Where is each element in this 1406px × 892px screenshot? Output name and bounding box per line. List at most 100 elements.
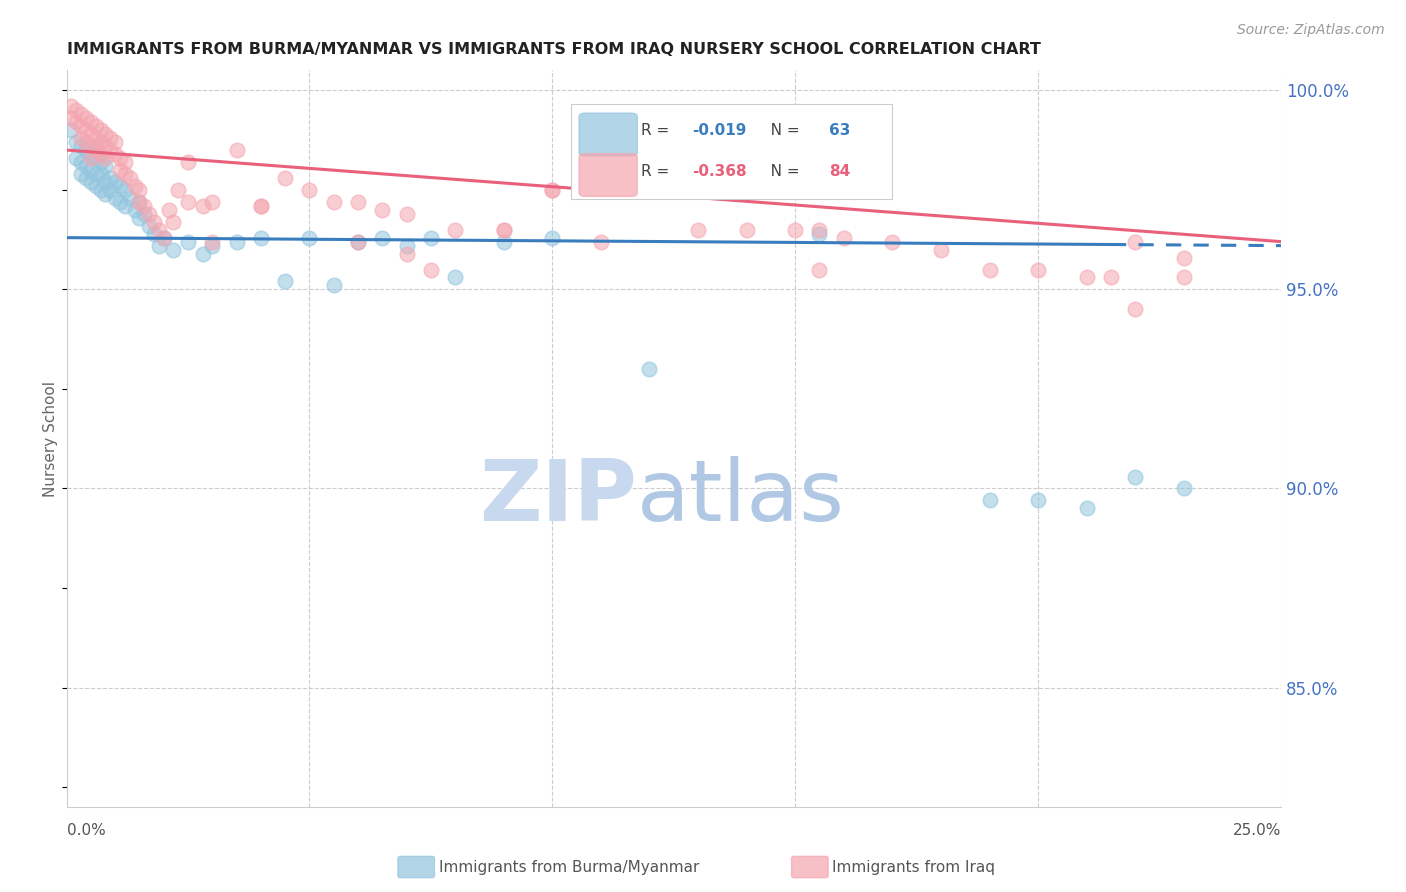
Point [94, 175, 117, 189]
Point [1123, 469, 1146, 483]
Point [735, 222, 758, 236]
Point [65, 103, 87, 118]
Point [70, 155, 93, 169]
Point [638, 362, 661, 376]
Point [114, 167, 136, 181]
FancyBboxPatch shape [579, 113, 637, 156]
Point [225, 143, 247, 157]
Point [1123, 302, 1146, 317]
Point [979, 493, 1001, 508]
Point [1173, 482, 1195, 496]
Point [298, 183, 321, 197]
Text: N =: N = [756, 164, 804, 178]
Point [84, 167, 107, 181]
Point [118, 191, 141, 205]
Point [177, 155, 200, 169]
Point [80, 175, 103, 189]
Point [371, 202, 394, 217]
Point [70, 119, 93, 133]
Point [75, 170, 97, 185]
Point [128, 211, 150, 225]
Point [686, 222, 709, 236]
Point [138, 207, 160, 221]
Point [492, 235, 515, 249]
Point [118, 170, 141, 185]
Point [492, 222, 515, 236]
Point [638, 183, 661, 197]
Point [347, 235, 370, 249]
Point [832, 230, 855, 244]
Text: 63: 63 [830, 123, 851, 138]
Point [98, 131, 121, 145]
Point [138, 219, 160, 233]
Point [90, 183, 112, 197]
Point [65, 135, 87, 149]
Point [124, 202, 146, 217]
Point [108, 194, 131, 209]
Point [94, 151, 117, 165]
Text: Source: ZipAtlas.com: Source: ZipAtlas.com [1237, 23, 1385, 37]
Point [201, 238, 224, 252]
Text: atlas: atlas [637, 456, 845, 539]
Point [60, 123, 83, 137]
Point [98, 183, 121, 197]
Text: -0.019: -0.019 [692, 123, 747, 138]
Point [90, 147, 112, 161]
Point [191, 199, 214, 213]
Point [124, 178, 146, 193]
Point [808, 222, 831, 236]
Text: ZIP: ZIP [479, 456, 637, 539]
Point [104, 135, 127, 149]
Point [70, 167, 93, 181]
Point [84, 151, 107, 165]
Point [143, 227, 166, 241]
Text: IMMIGRANTS FROM BURMA/MYANMAR VS IMMIGRANTS FROM IRAQ NURSERY SCHOOL CORRELATION: IMMIGRANTS FROM BURMA/MYANMAR VS IMMIGRA… [66, 42, 1040, 57]
Point [395, 238, 418, 252]
FancyBboxPatch shape [571, 103, 893, 199]
Point [541, 183, 564, 197]
Point [84, 143, 107, 157]
Point [108, 178, 131, 193]
Point [395, 207, 418, 221]
Point [94, 186, 117, 201]
Point [75, 143, 97, 157]
Point [128, 183, 150, 197]
Point [98, 143, 121, 157]
Point [1099, 270, 1122, 285]
Point [148, 222, 170, 236]
Point [84, 178, 107, 193]
Point [419, 230, 441, 244]
Text: Immigrants from Iraq: Immigrants from Iraq [832, 860, 995, 874]
Text: 84: 84 [830, 164, 851, 178]
Point [177, 235, 200, 249]
Point [250, 199, 273, 213]
Point [90, 167, 112, 181]
Point [134, 199, 156, 213]
Point [104, 175, 127, 189]
Point [274, 170, 297, 185]
Point [128, 194, 150, 209]
Point [1173, 251, 1195, 265]
Point [735, 170, 758, 185]
Text: R =: R = [641, 123, 673, 138]
Point [444, 270, 467, 285]
Point [80, 147, 103, 161]
Point [444, 222, 467, 236]
Point [808, 227, 831, 241]
Text: 25.0%: 25.0% [1233, 823, 1281, 838]
Point [75, 112, 97, 126]
Point [1076, 501, 1098, 516]
Point [98, 170, 121, 185]
Point [152, 230, 174, 244]
FancyBboxPatch shape [579, 153, 637, 196]
Point [298, 230, 321, 244]
Point [108, 163, 131, 178]
Point [94, 127, 117, 141]
Point [114, 199, 136, 213]
Point [134, 207, 156, 221]
Point [1123, 235, 1146, 249]
Point [1026, 493, 1049, 508]
Point [65, 151, 87, 165]
Point [143, 215, 166, 229]
Point [114, 183, 136, 197]
